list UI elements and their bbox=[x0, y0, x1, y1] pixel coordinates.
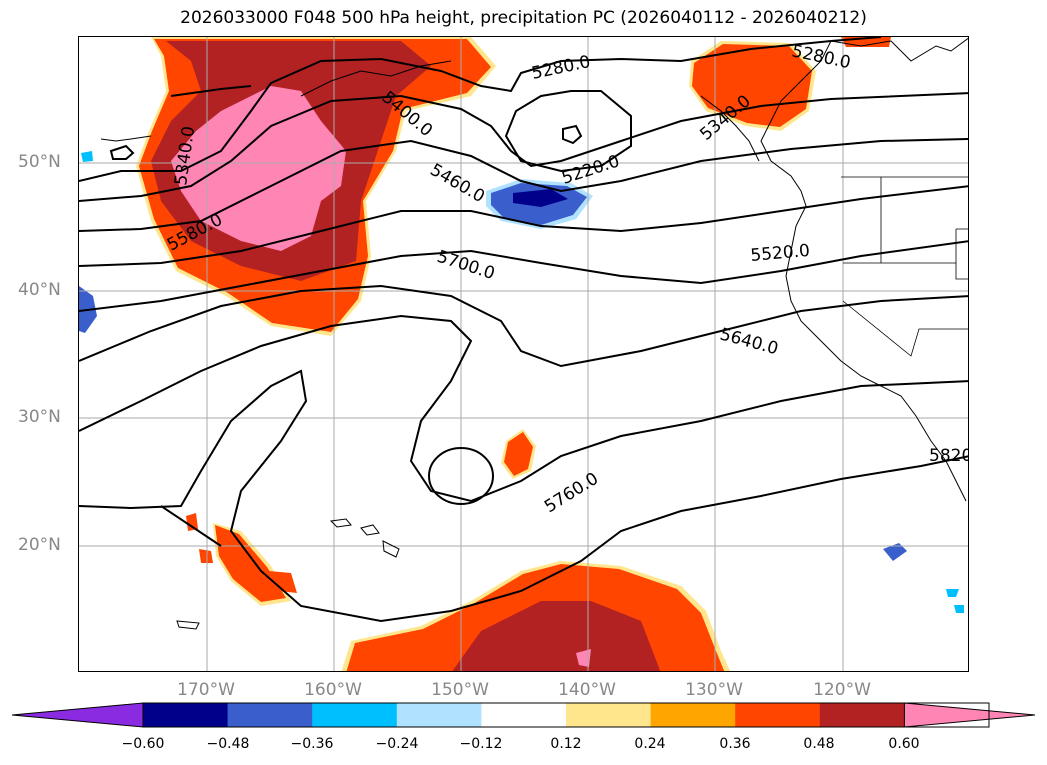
lon-label-140w: 140°W bbox=[558, 680, 616, 700]
lat-label-40n: 40°N bbox=[18, 280, 61, 300]
lat-label-20n: 20°N bbox=[18, 535, 61, 555]
lon-label-170w: 170°W bbox=[177, 680, 235, 700]
colorbar-segment bbox=[819, 703, 905, 727]
contour-label-5280-a: 5280.0 bbox=[530, 52, 592, 84]
contour-label-5520: 5520.0 bbox=[750, 241, 811, 266]
colorbar-segment bbox=[396, 703, 482, 727]
lat-label-30n: 30°N bbox=[18, 407, 61, 427]
colorbar-segment bbox=[481, 703, 567, 727]
colorbar-extend-low bbox=[11, 702, 144, 728]
colorbar-segment bbox=[143, 703, 229, 727]
colorbar-segment bbox=[650, 703, 736, 727]
contour-label-5460: 5460.0 bbox=[427, 160, 489, 207]
colorbar-tick-label: −0.24 bbox=[375, 736, 419, 752]
colorbar-tick-label: 0.48 bbox=[803, 736, 835, 752]
precip-area-northeast bbox=[689, 37, 891, 131]
colorbar-segment bbox=[735, 703, 821, 727]
contour-label-5640: 5640.0 bbox=[718, 325, 781, 360]
colorbar-tick-label: −0.36 bbox=[290, 736, 334, 752]
colorbar-tick-label: 0.60 bbox=[888, 736, 920, 752]
lon-label-160w: 160°W bbox=[304, 680, 362, 700]
colorbar-segment bbox=[227, 703, 313, 727]
precip-area-south bbox=[186, 513, 731, 671]
colorbar-extend-high bbox=[903, 702, 1036, 728]
contour-label-5760: 5760.0 bbox=[541, 469, 602, 517]
lon-label-120w: 120°W bbox=[813, 680, 871, 700]
colorbar-tick-label: 0.36 bbox=[719, 736, 751, 752]
height-contours bbox=[79, 37, 968, 623]
precip-area-northwest bbox=[136, 37, 496, 336]
coastlines bbox=[100, 37, 968, 630]
map-panel: 5280.0 5280.0 5400.0 5340.0 5460.0 5220.… bbox=[78, 36, 969, 672]
precip-area-central bbox=[501, 429, 536, 479]
colorbar-tick-label: −0.12 bbox=[459, 736, 503, 752]
colorbar-tick-label: −0.60 bbox=[121, 736, 165, 752]
lon-label-150w: 150°W bbox=[431, 680, 489, 700]
colorbar-segment bbox=[312, 703, 398, 727]
colorbar-tick-label: 0.24 bbox=[634, 736, 666, 752]
colorbar-tick-label: −0.48 bbox=[206, 736, 250, 752]
colorbar bbox=[11, 702, 1036, 728]
map-title: 2026033000 F048 500 hPa height, precipit… bbox=[180, 8, 867, 28]
lon-label-130w: 130°W bbox=[685, 680, 743, 700]
colorbar-segment bbox=[566, 703, 652, 727]
lat-label-50n: 50°N bbox=[18, 152, 61, 172]
map-canvas: 5280.0 5280.0 5400.0 5340.0 5460.0 5220.… bbox=[79, 37, 969, 671]
state-borders bbox=[841, 176, 968, 357]
colorbar-tick-label: 0.12 bbox=[550, 736, 582, 752]
contour-label-5820: 5820.0 bbox=[929, 446, 969, 466]
precip-negative-areas bbox=[79, 151, 964, 613]
